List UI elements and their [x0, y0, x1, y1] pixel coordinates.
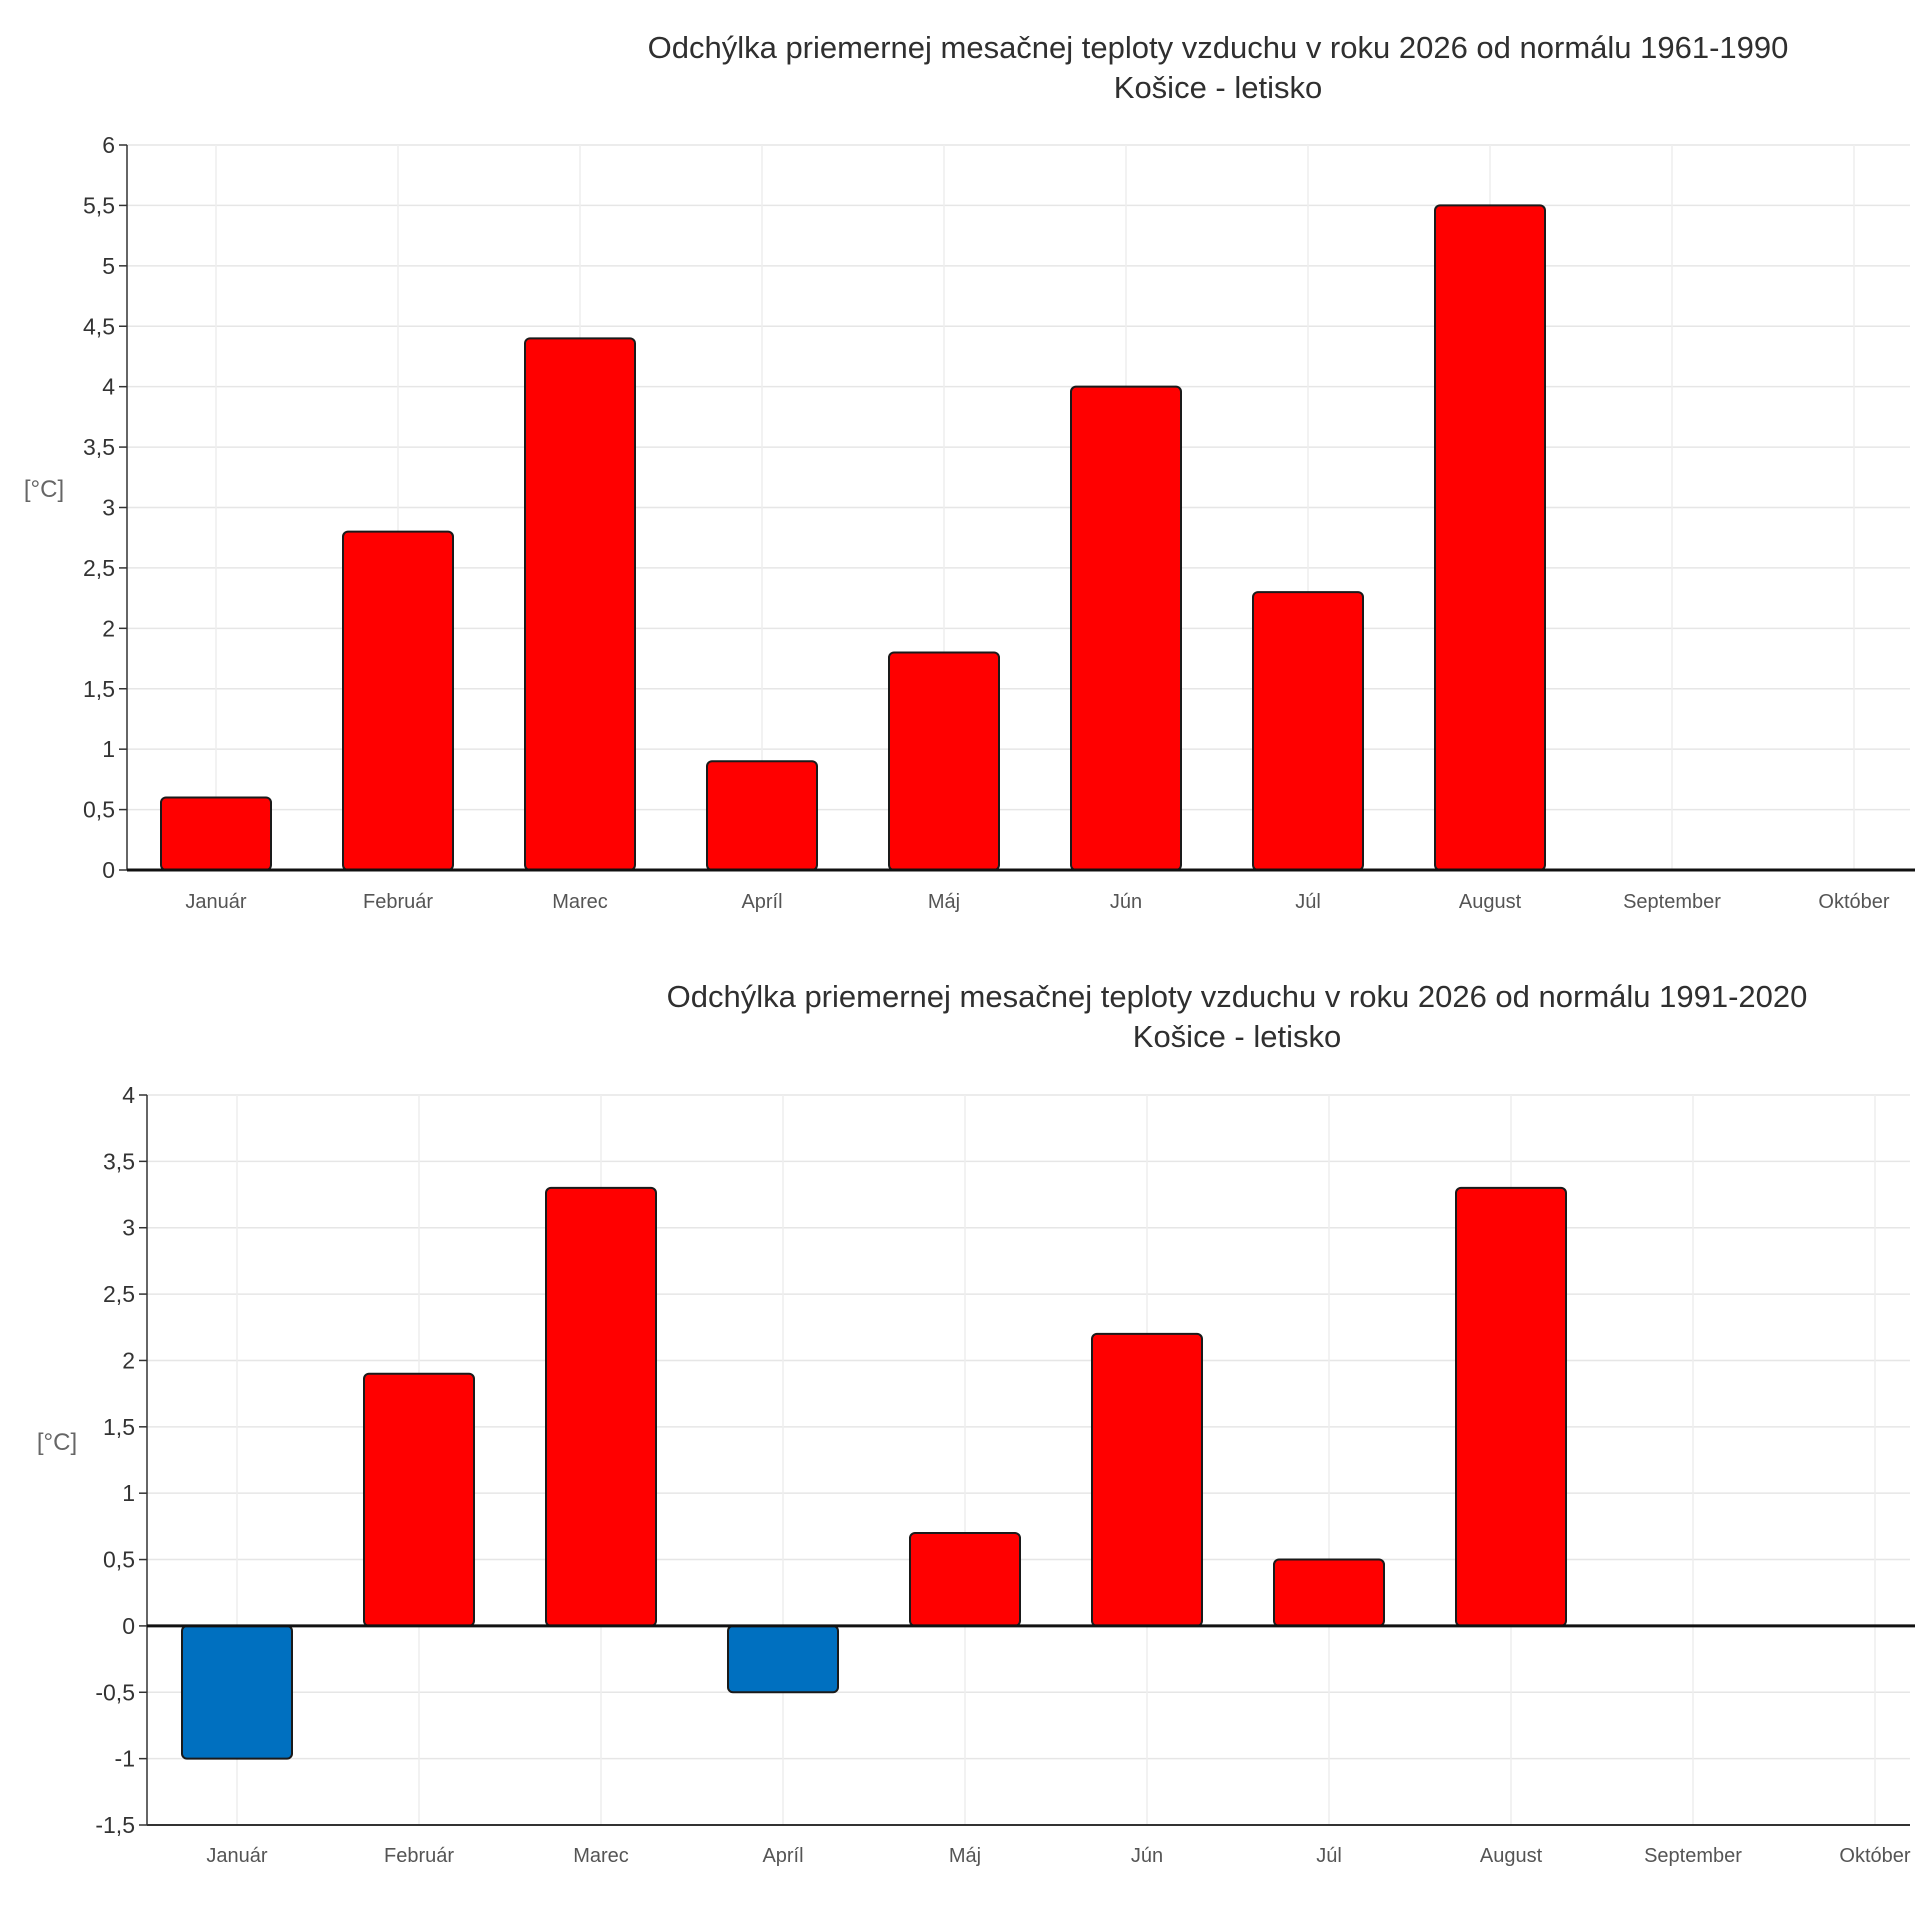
x-category-label: Január	[206, 1845, 267, 1867]
y-tick-label: -1	[115, 1746, 135, 1772]
bar-apríl	[727, 1624, 839, 1694]
y-tick-label: 3	[102, 495, 115, 521]
y-tick-label: 4	[102, 374, 115, 400]
bar-jún	[1091, 1332, 1203, 1627]
y-tick-label: 4,5	[83, 313, 115, 339]
y-axis-label: [°C]	[24, 476, 64, 503]
chart-title: Odchýlka priemernej mesačnej teploty vzd…	[648, 30, 1789, 65]
y-tick-label: 3,5	[103, 1148, 135, 1174]
y-tick-label: 1,5	[103, 1414, 135, 1440]
y-tick-label: -1,5	[95, 1812, 135, 1838]
x-category-label: Júl	[1316, 1845, 1342, 1867]
x-category-label: Apríl	[741, 891, 782, 913]
y-tick-label: -0,5	[95, 1679, 135, 1705]
bar-júl	[1273, 1558, 1385, 1627]
x-category-label: August	[1459, 891, 1522, 913]
x-category-label: Február	[384, 1845, 454, 1867]
x-category-label: September	[1644, 1845, 1742, 1867]
bar-jún	[1070, 385, 1182, 871]
bar-február	[342, 530, 454, 872]
bar-február	[363, 1372, 475, 1627]
chart-subtitle: Košice - letisko	[1114, 70, 1322, 105]
bar-január	[160, 796, 272, 871]
y-tick-label: 2	[102, 615, 115, 641]
chart-subtitle: Košice - letisko	[1133, 1019, 1341, 1054]
x-category-label: Marec	[552, 891, 608, 913]
x-category-label: Október	[1839, 1845, 1910, 1867]
x-category-label: Október	[1818, 891, 1889, 913]
x-category-label: Marec	[573, 1845, 629, 1867]
bar-máj	[909, 1532, 1021, 1627]
bar-apríl	[706, 760, 818, 871]
x-category-label: Apríl	[762, 1845, 803, 1867]
y-tick-label: 0	[102, 857, 115, 883]
y-tick-label: 4	[122, 1082, 135, 1108]
bar-august	[1434, 204, 1546, 871]
y-tick-label: 2,5	[103, 1281, 135, 1307]
x-category-label: Február	[363, 891, 433, 913]
bar-júl	[1252, 591, 1364, 871]
y-tick-label: 0,5	[103, 1547, 135, 1573]
y-tick-label: 0,5	[83, 797, 115, 823]
y-tick-label: 5	[102, 253, 115, 279]
y-tick-label: 2,5	[83, 555, 115, 581]
bar-máj	[888, 651, 1000, 871]
y-tick-label: 1,5	[83, 676, 115, 702]
x-category-label: Jún	[1110, 891, 1142, 913]
x-category-label: Máj	[949, 1845, 981, 1867]
y-tick-label: 3,5	[83, 434, 115, 460]
chart-1991-2020: Odchýlka priemernej mesačnej teploty vzd…	[37, 979, 1915, 1867]
y-tick-label: 6	[102, 132, 115, 158]
chart-title: Odchýlka priemernej mesačnej teploty vzd…	[667, 979, 1808, 1014]
bar-január	[181, 1624, 293, 1760]
x-category-label: Júl	[1295, 891, 1321, 913]
chart-1961-1990: Odchýlka priemernej mesačnej teploty vzd…	[24, 30, 1915, 913]
x-category-label: Január	[185, 891, 246, 913]
y-tick-label: 2	[122, 1347, 135, 1373]
x-category-label: August	[1480, 1845, 1543, 1867]
x-category-label: Jún	[1131, 1845, 1163, 1867]
x-category-label: September	[1623, 891, 1721, 913]
y-tick-label: 5,5	[83, 192, 115, 218]
x-category-label: Máj	[928, 891, 960, 913]
bar-august	[1455, 1186, 1567, 1627]
y-tick-label: 3	[122, 1215, 135, 1241]
y-tick-label: 0	[122, 1613, 135, 1639]
y-tick-label: 1	[122, 1480, 135, 1506]
y-tick-label: 1	[102, 736, 115, 762]
bar-marec	[545, 1186, 657, 1627]
bar-marec	[524, 337, 636, 872]
y-axis-label: [°C]	[37, 1429, 77, 1456]
